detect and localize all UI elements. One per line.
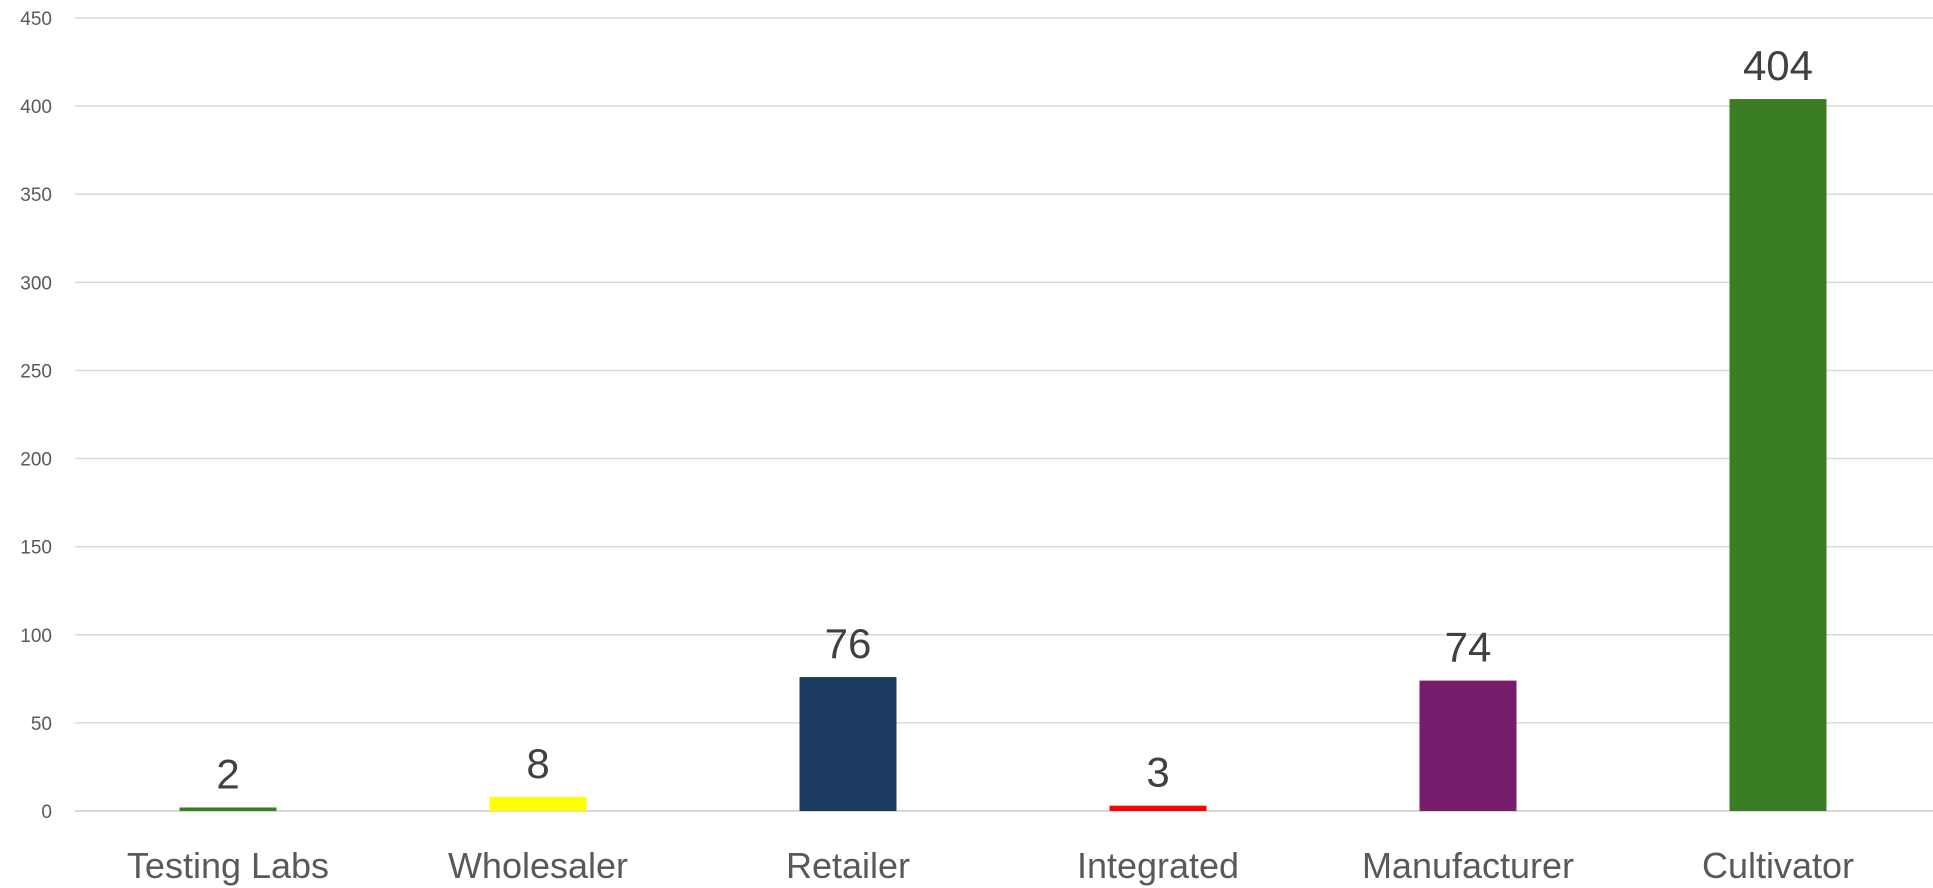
data-label: 8: [526, 740, 549, 787]
y-axis-ticks: 0 50 100 150 200 250 300 350 400 450: [20, 9, 52, 823]
category-label: Retailer: [786, 845, 910, 886]
y-tick-label: 200: [20, 450, 52, 471]
bars: [179, 99, 1827, 811]
bar: [1109, 805, 1207, 811]
bar: [1419, 680, 1517, 811]
bar: [1729, 99, 1827, 811]
category-label: Integrated: [1077, 845, 1239, 886]
data-label: 74: [1445, 624, 1492, 671]
bar: [799, 677, 897, 811]
gridlines: [75, 17, 1933, 812]
y-tick-label: 300: [20, 273, 52, 294]
y-tick-label: 150: [20, 538, 52, 559]
y-tick-label: 350: [20, 185, 52, 206]
data-label: 76: [825, 620, 872, 667]
y-tick-label: 0: [41, 802, 52, 823]
y-tick-label: 250: [20, 361, 52, 382]
data-label: 2: [216, 750, 239, 797]
category-label: Testing Labs: [127, 845, 329, 886]
category-label: Cultivator: [1702, 845, 1854, 886]
data-labels: 2 8 76 3 74 404: [216, 42, 1813, 797]
bar: [179, 807, 277, 811]
y-tick-label: 450: [20, 9, 52, 30]
y-tick-label: 100: [20, 626, 52, 647]
category-label: Wholesaler: [448, 845, 628, 886]
data-label: 404: [1743, 42, 1813, 89]
bar: [489, 796, 587, 811]
y-tick-label: 50: [31, 714, 52, 735]
data-label: 3: [1146, 749, 1169, 796]
y-tick-label: 400: [20, 97, 52, 118]
category-labels: Testing Labs Wholesaler Retailer Integrated…: [127, 845, 1854, 886]
category-label: Manufacturer: [1362, 845, 1574, 886]
